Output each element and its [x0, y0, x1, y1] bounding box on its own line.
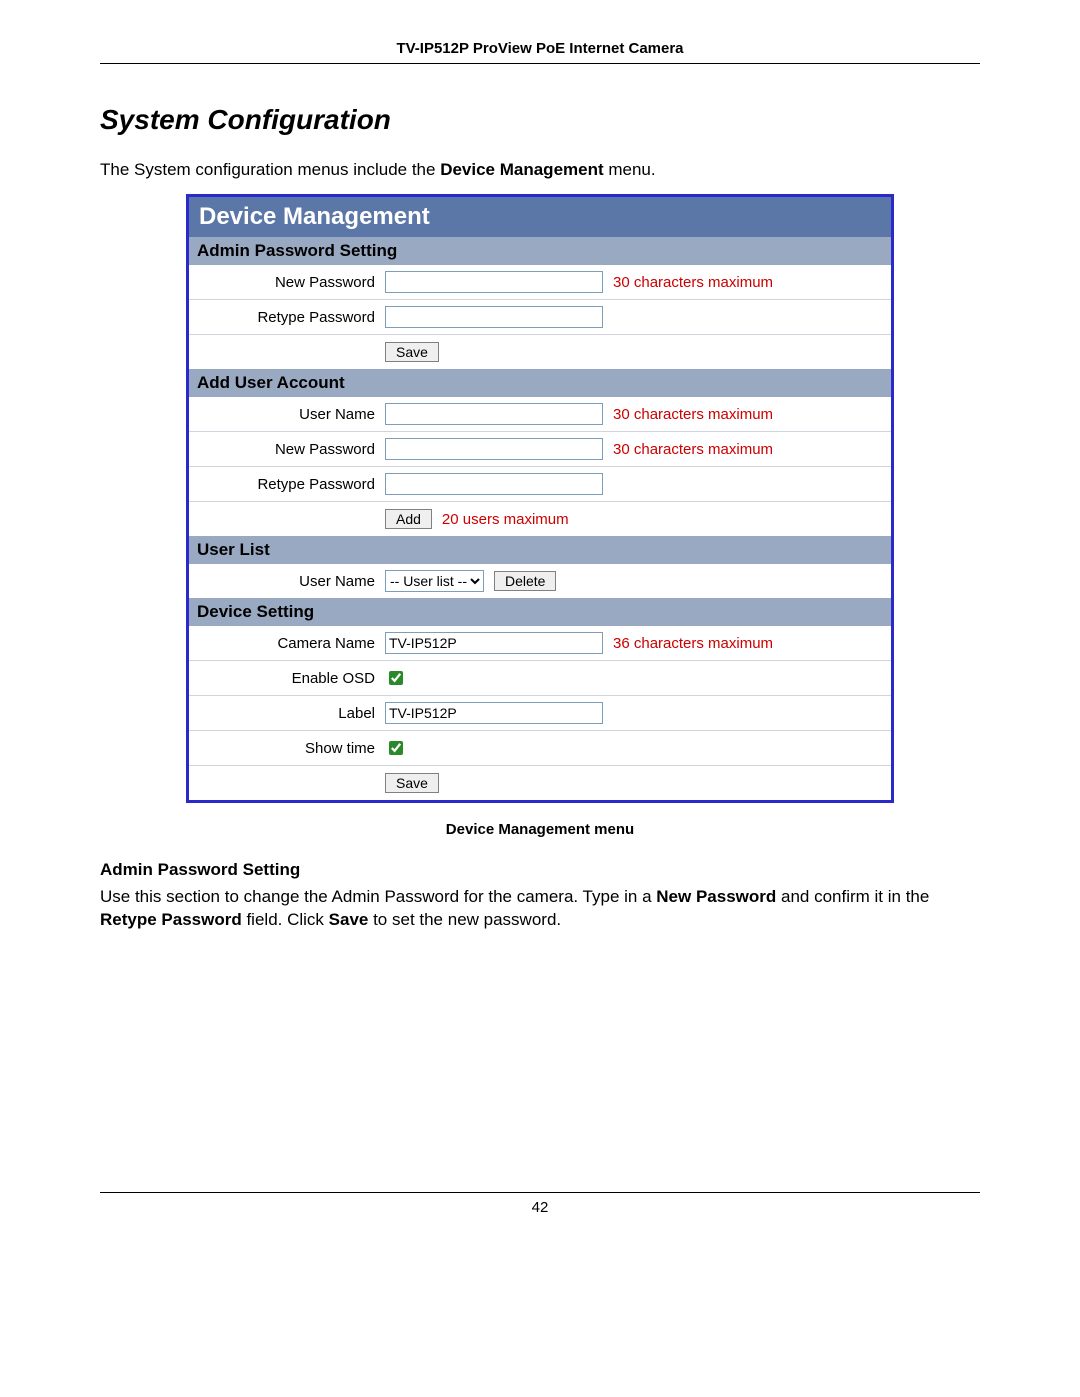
- adduser-username-hint: 30 characters maximum: [613, 406, 773, 423]
- camera-name-input[interactable]: [385, 632, 603, 654]
- device-label-label: Label: [189, 699, 385, 728]
- device-save-button[interactable]: Save: [385, 773, 439, 793]
- adduser-add-hint: 20 users maximum: [442, 511, 569, 528]
- admin-newpw-hint: 30 characters maximum: [613, 274, 773, 291]
- doc-header: TV-IP512P ProView PoE Internet Camera: [100, 40, 980, 64]
- admin-newpw-input[interactable]: [385, 271, 603, 293]
- device-setting-heading: Device Setting: [189, 598, 891, 626]
- enable-osd-label: Enable OSD: [189, 664, 385, 693]
- device-management-panel: Device Management Admin Password Setting…: [186, 194, 894, 803]
- page-number: 42: [532, 1199, 549, 1216]
- userlist-heading: User List: [189, 536, 891, 564]
- adduser-username-label: User Name: [189, 400, 385, 429]
- showtime-label: Show time: [189, 734, 385, 763]
- device-label-input[interactable]: [385, 702, 603, 724]
- panel-caption: Device Management menu: [100, 821, 980, 838]
- admin-retype-label: Retype Password: [189, 303, 385, 332]
- adduser-add-button[interactable]: Add: [385, 509, 432, 529]
- intro-bold: Device Management: [440, 160, 603, 179]
- admin-newpw-label: New Password: [189, 268, 385, 297]
- section-title: System Configuration: [100, 104, 980, 136]
- adduser-retype-input[interactable]: [385, 473, 603, 495]
- camera-name-label: Camera Name: [189, 629, 385, 658]
- admin-password-heading: Admin Password Setting: [189, 237, 891, 265]
- intro-text: The System configuration menus include t…: [100, 160, 980, 180]
- adduser-heading: Add User Account: [189, 369, 891, 397]
- t5: field. Click: [242, 910, 329, 929]
- t4: Retype Password: [100, 910, 242, 929]
- spacer: [189, 777, 385, 789]
- t3: and confirm it in the: [776, 887, 929, 906]
- adduser-newpw-input[interactable]: [385, 438, 603, 460]
- userlist-select[interactable]: -- User list --: [385, 570, 484, 592]
- userlist-username-label: User Name: [189, 567, 385, 596]
- t7: to set the new password.: [368, 910, 561, 929]
- t6: Save: [329, 910, 369, 929]
- userlist-delete-button[interactable]: Delete: [494, 571, 556, 591]
- enable-osd-checkbox[interactable]: [389, 671, 403, 685]
- adduser-username-input[interactable]: [385, 403, 603, 425]
- spacer: [189, 513, 385, 525]
- page-footer: 42: [100, 1192, 980, 1216]
- panel-title: Device Management: [189, 197, 891, 237]
- spacer: [189, 346, 385, 358]
- para-heading: Admin Password Setting: [100, 860, 980, 880]
- camera-name-hint: 36 characters maximum: [613, 635, 773, 652]
- adduser-newpw-hint: 30 characters maximum: [613, 441, 773, 458]
- adduser-retype-label: Retype Password: [189, 470, 385, 499]
- admin-retype-input[interactable]: [385, 306, 603, 328]
- intro-post: menu.: [604, 160, 656, 179]
- showtime-checkbox[interactable]: [389, 741, 403, 755]
- t2: New Password: [656, 887, 776, 906]
- para-body: Use this section to change the Admin Pas…: [100, 886, 980, 932]
- t1: Use this section to change the Admin Pas…: [100, 887, 656, 906]
- adduser-newpw-label: New Password: [189, 435, 385, 464]
- intro-pre: The System configuration menus include t…: [100, 160, 440, 179]
- admin-save-button[interactable]: Save: [385, 342, 439, 362]
